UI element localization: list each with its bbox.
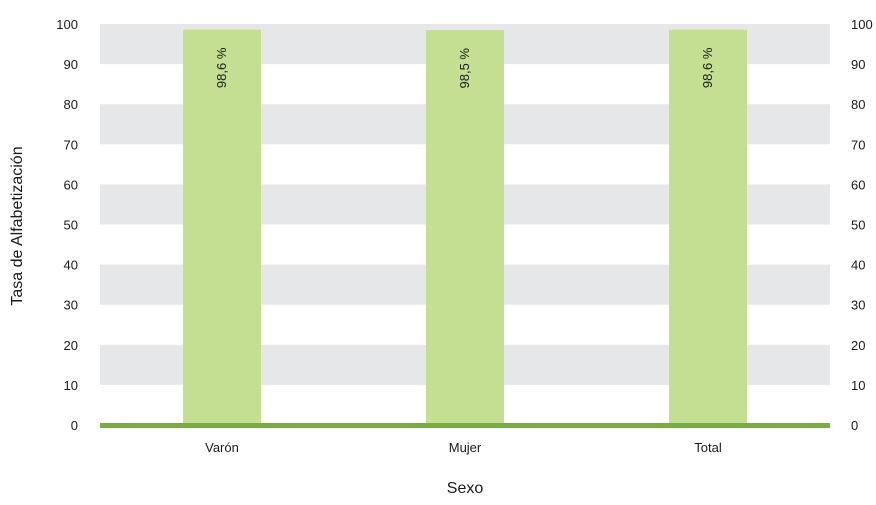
x-tick-label: Total [694,440,722,455]
y-tick-label: 40 [64,258,78,273]
y-tick-label-right: 30 [851,298,865,313]
bar [426,30,504,425]
x-axis-title: Sexo [447,480,484,497]
y-tick-label-right: 100 [851,17,873,32]
y-tick-label-right: 70 [851,137,865,152]
y-axis-right: 0 10 20 30 40 50 60 70 80 90 100 [851,17,873,433]
y-tick-label: 70 [64,137,78,152]
y-tick-label-right: 80 [851,97,865,112]
baseline [100,423,830,428]
y-tick-label-right: 40 [851,258,865,273]
y-tick-label: 60 [64,177,78,192]
y-tick-label-right: 50 [851,218,865,233]
bar-value-label: 98,5 % [457,48,472,89]
y-tick-label: 90 [64,57,78,72]
y-axis-left: 0 10 20 30 40 50 60 70 80 90 100 [56,17,78,433]
bar-value-label: 98,6 % [214,47,229,88]
y-tick-label-right: 60 [851,177,865,192]
y-tick-label: 30 [64,298,78,313]
y-tick-label: 0 [71,418,78,433]
bar [183,29,261,425]
y-tick-label: 50 [64,218,78,233]
y-tick-label: 100 [56,17,78,32]
y-tick-label: 10 [64,378,78,393]
y-tick-label: 80 [64,97,78,112]
y-tick-label: 20 [64,338,78,353]
x-tick-label: Varón [205,440,239,455]
bars-group [183,29,747,425]
x-tick-label: Mujer [449,440,482,455]
y-tick-label-right: 0 [851,418,858,433]
y-tick-label-right: 90 [851,57,865,72]
y-axis-title: Tasa de Alfabetización [9,146,26,305]
x-axis: Varón Mujer Total [205,440,722,455]
bar-value-label: 98,6 % [700,47,715,88]
y-tick-label-right: 20 [851,338,865,353]
bar [669,29,747,425]
y-tick-label-right: 10 [851,378,865,393]
baseline-layer [100,423,830,428]
data-labels-group: 98,6 % 98,5 % 98,6 % [214,47,715,88]
